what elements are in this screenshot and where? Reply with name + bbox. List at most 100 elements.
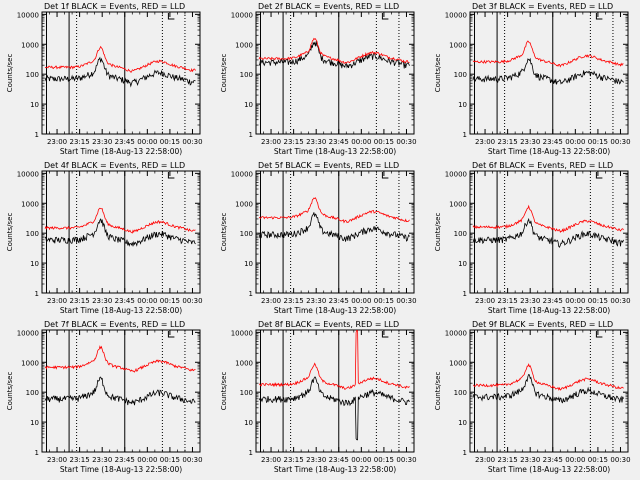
x-axis-label: Start Time (18-Aug-13 22:58:00) [488, 147, 610, 156]
y-tick-label: 1 [249, 449, 253, 457]
x-tick-label: 23:30 [306, 297, 326, 305]
y-axis-label: Counts/sec [434, 54, 442, 93]
x-tick-label: 00:15 [588, 138, 608, 146]
plot-frame [41, 329, 201, 453]
events-series-line [472, 217, 624, 248]
detector-panel: 1 10 100 1000 10000 23:00 23:15 23:30 23:45 00:00… [220, 320, 417, 474]
x-tick-label: 00:15 [160, 456, 180, 464]
x-tick-label: 00:15 [160, 138, 180, 146]
x-tick-label: 23:45 [115, 456, 135, 464]
x-axis-label: Start Time (18-Aug-13 22:58:00) [60, 147, 182, 156]
y-tick-label: 100 [240, 230, 253, 238]
y-tick-label: 10 [244, 260, 253, 268]
x-tick-label: 23:45 [543, 138, 563, 146]
y-axis-label: Counts/sec [434, 213, 442, 252]
y-tick-label: 1 [463, 449, 467, 457]
x-tick-label: 00:30 [396, 138, 416, 146]
y-tick-label: 10 [244, 419, 253, 427]
x-tick-label: 00:30 [182, 297, 202, 305]
events-series-line [258, 41, 410, 69]
y-tick-label: 10000 [445, 11, 467, 19]
x-tick-label: 23:15 [284, 456, 304, 464]
x-tick-label: 23:15 [498, 297, 518, 305]
panel-title: Det 9f BLACK = Events, RED = LLD [472, 320, 613, 329]
y-tick-label: 10000 [231, 11, 253, 19]
y-tick-label: 10 [30, 419, 39, 427]
x-tick-label: 00:00 [351, 138, 371, 146]
y-tick-label: 1000 [449, 41, 467, 49]
y-tick-label: 10 [30, 260, 39, 268]
x-tick-label: 23:45 [115, 138, 135, 146]
lld-series-line [258, 37, 410, 64]
x-axis-label: Start Time (18-Aug-13 22:58:00) [274, 147, 396, 156]
x-tick-label: 00:00 [137, 456, 157, 464]
corner-marker [595, 13, 603, 20]
corner-marker [381, 172, 389, 179]
panel-title: Det 6f BLACK = Events, RED = LLD [472, 161, 613, 170]
x-tick-label: 23:15 [70, 297, 90, 305]
y-tick-label: 100 [454, 71, 467, 79]
y-tick-label: 10 [30, 101, 39, 109]
x-axis-label: Start Time (18-Aug-13 22:58:00) [60, 306, 182, 315]
x-tick-label: 00:00 [351, 297, 371, 305]
plot-frame [255, 329, 415, 453]
y-tick-label: 10000 [445, 329, 467, 337]
events-series-line [472, 57, 624, 85]
plot-frame [41, 170, 201, 294]
x-tick-label: 00:00 [565, 138, 585, 146]
x-tick-label: 00:30 [610, 297, 630, 305]
y-tick-label: 100 [26, 230, 39, 238]
detector-panel: 1 10 100 1000 10000 23:00 23:15 23:30 23:45 00:00… [434, 161, 631, 315]
x-axis-label: Start Time (18-Aug-13 22:58:00) [488, 306, 610, 315]
lld-series-line [472, 204, 624, 233]
corner-marker [167, 13, 175, 20]
corner-marker [595, 331, 603, 338]
y-axis-label: Counts/sec [220, 54, 228, 93]
panel-title: Det 8f BLACK = Events, RED = LLD [258, 320, 399, 329]
x-tick-label: 00:00 [565, 456, 585, 464]
x-tick-label: 00:00 [565, 297, 585, 305]
x-tick-label: 00:00 [137, 297, 157, 305]
corner-marker [381, 13, 389, 20]
y-tick-label: 10000 [17, 170, 39, 178]
plot-frame [255, 170, 415, 294]
detector-panel: 1 10 100 1000 10000 23:00 23:15 23:30 23:45 00:00… [6, 2, 203, 156]
x-tick-label: 23:15 [70, 138, 90, 146]
x-tick-label: 00:30 [182, 138, 202, 146]
x-tick-label: 00:15 [588, 297, 608, 305]
detector-panel: 1 10 100 1000 10000 23:00 23:15 23:30 23:45 00:00… [220, 161, 417, 315]
y-axis-label: Counts/sec [220, 372, 228, 411]
detector-panel: 1 10 100 1000 10000 23:00 23:15 23:30 23:45 00:00… [434, 320, 631, 474]
lld-series-line [472, 363, 624, 391]
x-tick-label: 23:00 [261, 456, 281, 464]
panel-title: Det 3f BLACK = Events, RED = LLD [472, 2, 613, 11]
x-tick-label: 00:30 [396, 297, 416, 305]
x-tick-label: 00:15 [374, 297, 394, 305]
x-tick-label: 23:30 [520, 297, 540, 305]
x-axis-label: Start Time (18-Aug-13 22:58:00) [60, 465, 182, 474]
x-tick-label: 23:15 [284, 138, 304, 146]
y-tick-label: 1000 [449, 359, 467, 367]
detector-panel: 1 10 100 1000 10000 23:00 23:15 23:30 23:45 00:00… [220, 2, 417, 156]
y-tick-label: 100 [26, 389, 39, 397]
y-tick-label: 1 [249, 290, 253, 298]
x-tick-label: 00:00 [351, 456, 371, 464]
panel-title: Det 2f BLACK = Events, RED = LLD [258, 2, 399, 11]
x-axis-label: Start Time (18-Aug-13 22:58:00) [274, 465, 396, 474]
corner-marker [381, 331, 389, 338]
x-tick-label: 00:15 [160, 297, 180, 305]
y-tick-label: 1 [35, 290, 39, 298]
x-tick-label: 23:30 [92, 138, 112, 146]
lld-series-line [472, 40, 624, 68]
y-tick-label: 10000 [231, 170, 253, 178]
y-tick-label: 10000 [17, 329, 39, 337]
y-tick-label: 100 [240, 71, 253, 79]
y-axis-label: Counts/sec [434, 372, 442, 411]
x-tick-label: 23:45 [115, 297, 135, 305]
detector-panel: 1 10 100 1000 10000 23:00 23:15 23:30 23:45 00:00… [6, 320, 203, 474]
y-tick-label: 10 [458, 260, 467, 268]
x-tick-label: 23:45 [329, 138, 349, 146]
x-tick-label: 23:45 [543, 456, 563, 464]
x-tick-label: 23:15 [284, 297, 304, 305]
